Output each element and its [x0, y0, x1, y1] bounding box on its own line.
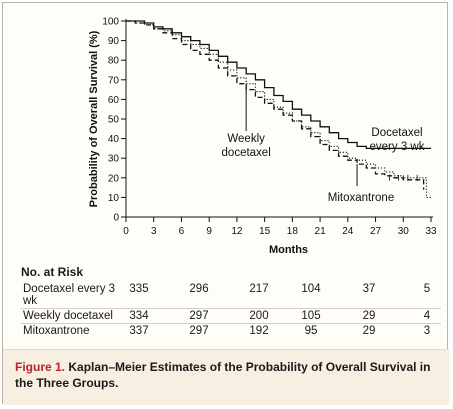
- annotation-mitoxantrone: Mitoxantrone: [328, 192, 394, 204]
- y-tick-label: 40: [108, 134, 120, 145]
- risk-cell: 217: [249, 283, 269, 295]
- x-tick-label: 33: [425, 226, 437, 237]
- risk-cell: 37: [362, 283, 376, 295]
- risk-row-label: Docetaxel every 3 wk: [23, 283, 116, 307]
- y-tick-label: 60: [108, 95, 120, 106]
- caption-figure-label: Figure 1.: [15, 360, 66, 374]
- annotation-weekly-line1: Weekly: [227, 133, 265, 145]
- risk-cell: 334: [129, 310, 149, 322]
- km-chart: 0 10 20 30 40 50 60 70 80 90 100 0 3 6 9 12 15 18 21 24 27 30…: [88, 17, 437, 257]
- annotation-weekly-line2: docetaxel: [222, 147, 271, 159]
- risk-cell: 297: [189, 310, 209, 322]
- y-tick-label: 10: [108, 193, 120, 204]
- risk-table-title: No. at Risk: [21, 265, 84, 279]
- risk-cell: 335: [129, 283, 149, 295]
- annotation-docetaxel-3wk-line1: Docetaxel: [371, 127, 422, 139]
- y-tick-label: 30: [108, 154, 120, 165]
- risk-cell: 3: [423, 325, 431, 337]
- risk-cell: 4: [423, 310, 431, 322]
- annotation-docetaxel-3wk-line2: every 3 wk: [370, 141, 425, 153]
- x-tick-label: 0: [123, 226, 129, 237]
- risk-cell: 95: [304, 325, 318, 337]
- risk-cell: 29: [362, 310, 376, 322]
- caption-text: Kaplan–Meier Estimates of the Probabilit…: [15, 360, 431, 390]
- y-tick-label: 90: [108, 36, 120, 47]
- risk-row-label: Mitoxantrone: [23, 325, 90, 337]
- series-line-3: [126, 20, 425, 190]
- x-tick-label: 3: [151, 226, 157, 237]
- risk-cell: 337: [129, 325, 149, 337]
- y-axis-label: Probability of Overall Survival (%): [88, 30, 100, 207]
- risk-row: Weekly docetaxel 334 297 200 105 29 4: [21, 308, 441, 323]
- y-tick-label: 70: [108, 75, 120, 86]
- x-tick-label: 27: [370, 226, 382, 237]
- risk-cell: 5: [423, 283, 431, 295]
- risk-cell: 104: [301, 283, 321, 295]
- plot-area: 0 10 20 30 40 50 60 70 80 90 100 0 3 6 9 12 15 18 21 24 27 30…: [3, 3, 449, 273]
- risk-row: Mitoxantrone 337 297 192 95 29 3: [21, 323, 441, 338]
- x-tick-label: 18: [287, 226, 299, 237]
- risk-cell: 296: [189, 283, 209, 295]
- risk-table: No. at Risk Docetaxel every 3 wk 335 296 21…: [21, 265, 441, 338]
- figure-caption: Figure 1. Kaplan–Meier Estimates of the …: [3, 349, 449, 405]
- risk-cell: 192: [249, 325, 269, 337]
- risk-cell: 29: [362, 325, 376, 337]
- x-tick-label: 21: [315, 226, 327, 237]
- y-tick-label: 20: [108, 173, 120, 184]
- x-tick-label: 12: [231, 226, 243, 237]
- y-tick-label: 0: [113, 213, 119, 224]
- risk-cell: 105: [301, 310, 321, 322]
- x-tick-label: 24: [342, 226, 354, 237]
- series-line-1: [126, 20, 431, 150]
- x-tick-label: 30: [398, 226, 410, 237]
- x-tick-label: 9: [206, 226, 212, 237]
- y-tick-label: 100: [102, 17, 119, 28]
- risk-row: Docetaxel every 3 wk 335 296 217 104 37 5: [21, 282, 441, 308]
- x-tick-label: 6: [179, 226, 185, 237]
- y-tick-label: 80: [108, 56, 120, 67]
- risk-cell: 297: [189, 325, 209, 337]
- x-axis-label: Months: [269, 244, 308, 256]
- y-tick-label: 50: [108, 115, 120, 126]
- risk-row-label: Weekly docetaxel: [23, 310, 113, 322]
- x-tick-label: 15: [259, 226, 271, 237]
- figure-frame: 0 10 20 30 40 50 60 70 80 90 100 0 3 6 9 12 15 18 21 24 27 30…: [2, 2, 449, 405]
- risk-cell: 200: [249, 310, 269, 322]
